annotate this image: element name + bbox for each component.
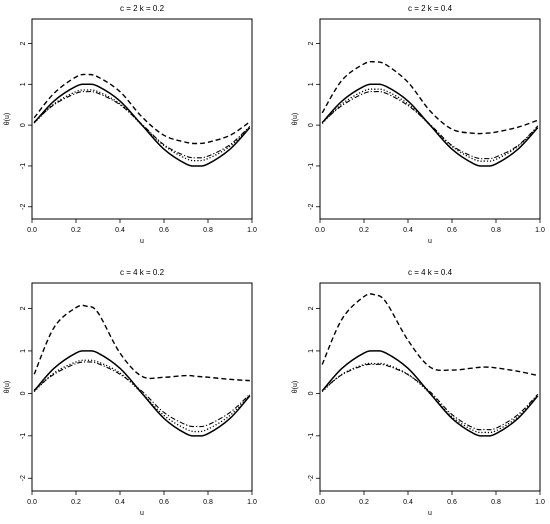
x-tick-label: 0.2	[359, 499, 369, 506]
panel-title: c = 2 k = 0.4	[408, 4, 453, 13]
x-axis-label: u	[140, 510, 144, 517]
series-line-dotted	[321, 362, 539, 434]
series-line-solid	[33, 83, 251, 167]
y-tick-label: 1	[308, 349, 315, 353]
y-tick-label: 0	[20, 391, 27, 395]
x-tick-label: 0.8	[491, 227, 501, 234]
x-tick-label: 0.4	[403, 227, 413, 234]
plot-frame	[319, 18, 541, 220]
x-tick-label: 0.4	[115, 499, 125, 506]
x-tick-label: 0.4	[403, 499, 413, 506]
y-tick-label: -2	[308, 204, 315, 210]
x-tick-label: 0.6	[447, 499, 457, 506]
y-tick-label: 2	[308, 41, 315, 45]
panel-1: c = 2 k = 0.2 0.0 0.2 0.4 0.6 0.8 1.0 -2 -1 0 1 2 u θ…	[4, 4, 257, 245]
y-axis-label: θ(u)	[292, 113, 299, 125]
y-tick-label: -2	[20, 475, 27, 481]
x-tick-label: 0.6	[447, 227, 457, 234]
x-tick-label: 0.8	[203, 499, 213, 506]
x-tick-label: 0.2	[71, 499, 81, 506]
y-tick-label: -1	[20, 163, 27, 169]
y-tick-label: 2	[20, 306, 27, 310]
series-line-dotted	[321, 88, 539, 162]
panel-title: c = 4 k = 0.2	[120, 268, 165, 277]
panel-4: c = 4 k = 0.4 0.0 0.2 0.4 0.6 0.8 1.0 -2 -1 0 1 2 u θ…	[292, 268, 545, 517]
x-tick-label: 0.2	[359, 227, 369, 234]
panel-title: c = 4 k = 0.4	[408, 268, 453, 277]
y-tick-label: -1	[20, 433, 27, 439]
plot-frame	[31, 18, 253, 220]
x-axis-label: u	[140, 238, 144, 245]
y-tick-label: 1	[20, 82, 27, 86]
y-tick-label: 1	[20, 349, 27, 353]
x-tick-label: 1.0	[535, 227, 545, 234]
y-tick-label: -1	[308, 163, 315, 169]
x-tick-label: 0.6	[159, 227, 169, 234]
y-tick-label: 0	[20, 123, 27, 127]
series-line-dotdash	[321, 363, 539, 431]
y-tick-label: 0	[308, 391, 315, 395]
series-line-dotdash	[33, 91, 251, 159]
x-tick-label: 0.0	[27, 227, 37, 234]
series-line-dotdash	[321, 91, 539, 160]
series-line-dotted	[33, 89, 251, 162]
x-tick-label: 0.8	[491, 499, 501, 506]
x-tick-label: 0.0	[315, 499, 325, 506]
plot-frame	[319, 282, 541, 492]
x-tick-label: 0.4	[115, 227, 125, 234]
x-tick-label: 0.0	[315, 227, 325, 234]
x-tick-label: 1.0	[535, 499, 545, 506]
x-axis-label: u	[428, 238, 432, 245]
series-line-dashed	[321, 60, 539, 135]
y-tick-label: 0	[308, 123, 315, 127]
y-tick-label: -2	[20, 204, 27, 210]
panel-3: c = 4 k = 0.2 0.0 0.2 0.4 0.6 0.8 1.0 -2 -1 0 1 2 u θ…	[4, 268, 257, 517]
y-tick-label: 2	[308, 306, 315, 310]
series-line-dotted	[33, 359, 251, 433]
x-tick-label: 0.8	[203, 227, 213, 234]
x-axis-label: u	[428, 510, 432, 517]
y-tick-label: 2	[20, 41, 27, 45]
series-line-dashed	[33, 304, 250, 382]
x-tick-label: 1.0	[247, 499, 257, 506]
y-tick-label: -1	[308, 433, 315, 439]
panel-title: c = 2 k = 0.2	[120, 4, 165, 13]
y-axis-label: θ(u)	[4, 381, 11, 393]
x-tick-label: 0.6	[159, 499, 169, 506]
x-tick-label: 0.2	[71, 227, 81, 234]
y-tick-label: 1	[308, 82, 315, 86]
x-tick-label: 1.0	[247, 227, 257, 234]
panel-2: c = 2 k = 0.4 0.0 0.2 0.4 0.6 0.8 1.0 -2 -1 0 1 2 u θ…	[292, 4, 545, 245]
series-line-solid	[321, 350, 539, 437]
series-line-dotdash	[33, 361, 251, 428]
y-axis-label: θ(u)	[292, 381, 299, 393]
x-tick-label: 0.0	[27, 499, 37, 506]
series-line-dashed	[321, 293, 538, 377]
y-axis-label: θ(u)	[4, 113, 11, 125]
y-tick-label: -2	[308, 475, 315, 481]
plot-frame	[31, 282, 253, 492]
series-line-dashed	[33, 73, 251, 145]
